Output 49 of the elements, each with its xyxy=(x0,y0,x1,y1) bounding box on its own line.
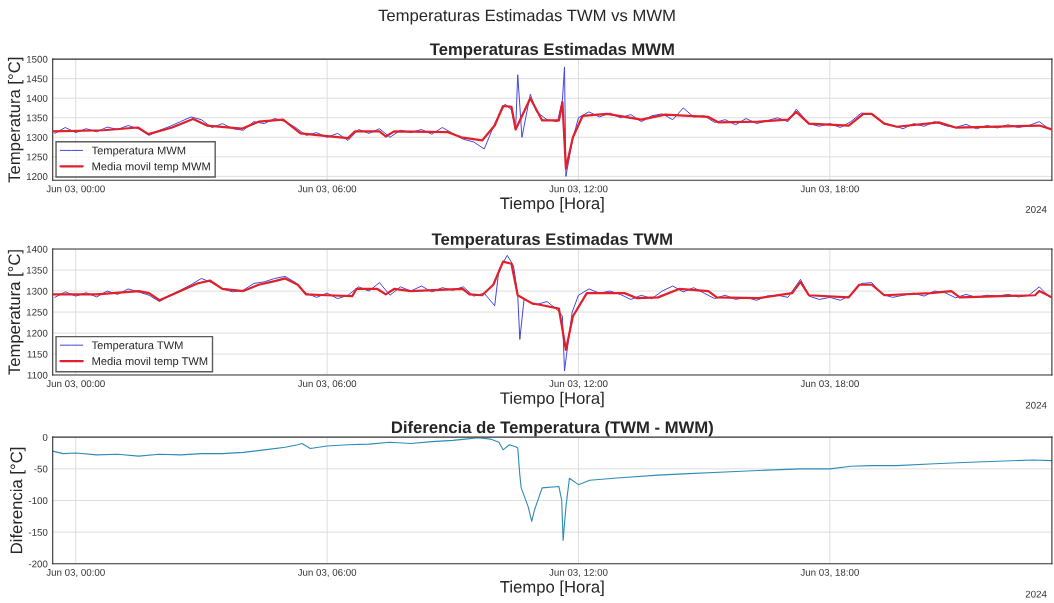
legend-label: Media movil temp MWM xyxy=(92,162,210,173)
y-tick-label: 1400 xyxy=(26,94,48,102)
chart-title: Temperaturas Estimadas TWM xyxy=(431,232,672,249)
x-tick-label: Jun 03, 12:00 xyxy=(549,185,608,194)
x-tick-label: Jun 03, 18:00 xyxy=(800,380,859,389)
x-tick-label: Jun 03, 06:00 xyxy=(297,380,357,389)
y-tick-label: 1250 xyxy=(26,308,48,316)
x-tick-label: Jun 03, 12:00 xyxy=(549,568,608,577)
chart-title: Diferencia de Temperatura (TWM - MWM) xyxy=(391,420,713,437)
text: 2024 xyxy=(1025,590,1047,598)
x-tick-label: Jun 03, 12:00 xyxy=(549,380,608,389)
x-tick-label: Jun 03, 18:00 xyxy=(800,568,859,577)
y-axis-title: Diferencia [°C] xyxy=(10,447,26,553)
y-tick-label: 1200 xyxy=(26,173,48,181)
y-tick-label: 1250 xyxy=(26,153,48,161)
y-tick-label: 1350 xyxy=(26,266,48,274)
line-series xyxy=(52,260,1052,351)
chart-subtitle: Temperaturas Estimadas MWM xyxy=(429,42,674,59)
x-tick-label: Jun 03, 06:00 xyxy=(297,185,357,194)
y-tick-label: 1200 xyxy=(26,329,48,337)
y-tick-label: 1300 xyxy=(26,134,48,141)
y-tick-label: -150 xyxy=(28,528,48,536)
x-tick-label: Jun 03, 18:00 xyxy=(800,185,859,194)
chart-title: Temperaturas Estimadas TWM vs MWM xyxy=(378,9,675,25)
legend-label: Temperatura MWM xyxy=(91,146,186,157)
y-tick-label: 0 xyxy=(42,433,48,441)
text: 2024 xyxy=(1025,206,1047,213)
x-tick-label: Jun 03, 00:00 xyxy=(46,185,105,194)
y-tick-label: 1300 xyxy=(26,287,48,295)
x-axis-title: Tiempo [Hora] xyxy=(500,197,604,213)
y-tick-label: 1400 xyxy=(26,245,48,253)
y-tick-label: 1150 xyxy=(27,350,48,358)
legend-label: Temperatura TWM xyxy=(91,341,183,352)
y-axis-title: Temperatura [°C] xyxy=(7,57,24,183)
text: 2024 xyxy=(1025,401,1047,409)
legend-label: Media movil temp TWM xyxy=(92,356,208,368)
y-tick-label: -200 xyxy=(28,560,48,568)
y-tick-label: 1100 xyxy=(27,371,48,379)
x-tick-label: Jun 03, 00:00 xyxy=(46,568,105,577)
y-axis-title: Temperatura [°C] xyxy=(7,250,24,375)
x-axis-title: Tiempo [Hora] xyxy=(500,391,604,408)
x-axis-title: Tiempo [Hora] xyxy=(500,580,604,597)
x-tick-label: Jun 03, 06:00 xyxy=(297,568,357,577)
y-tick-label: 1450 xyxy=(26,75,48,83)
y-tick-label: -100 xyxy=(28,497,48,505)
y-tick-label: 1500 xyxy=(26,55,48,63)
y-tick-label: -50 xyxy=(34,465,48,473)
x-tick-label: Jun 03, 00:00 xyxy=(46,380,105,389)
y-tick-label: 1350 xyxy=(26,114,48,122)
